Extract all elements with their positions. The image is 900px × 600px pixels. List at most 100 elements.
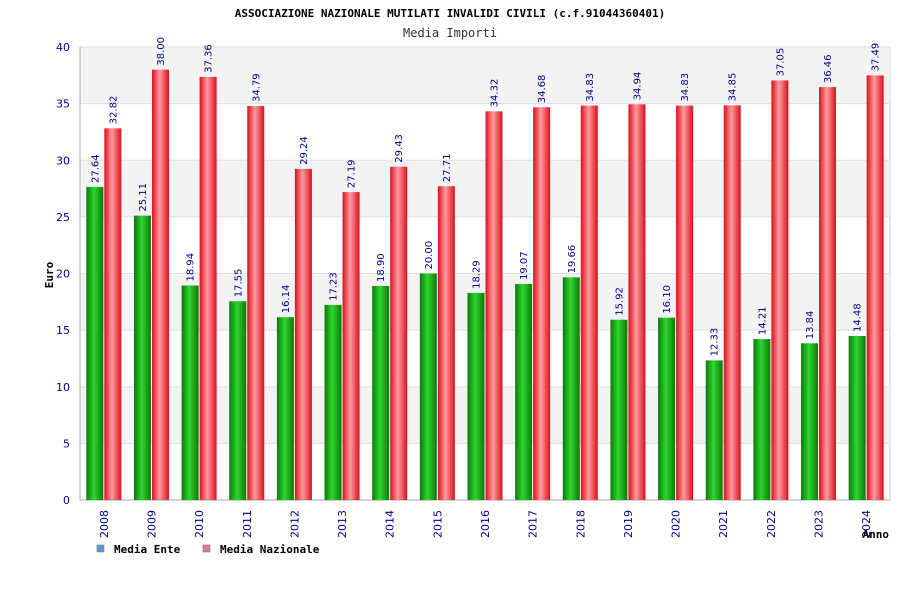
bar xyxy=(86,186,104,501)
x-tick-label: 2008 xyxy=(98,510,111,538)
data-label: 15.92 xyxy=(614,287,625,316)
y-tick-label: 30 xyxy=(56,154,70,167)
x-tick-label: 2022 xyxy=(765,510,778,538)
data-label: 34.68 xyxy=(537,75,548,104)
x-tick-label: 2017 xyxy=(527,510,540,538)
data-label: 37.05 xyxy=(775,48,786,77)
data-label: 17.55 xyxy=(233,269,244,298)
data-label: 34.83 xyxy=(680,73,691,102)
data-label: 34.79 xyxy=(251,73,262,102)
bar xyxy=(819,87,837,500)
x-tick-label: 2010 xyxy=(193,510,206,538)
bar xyxy=(151,69,169,501)
legend-swatch xyxy=(96,544,105,553)
bar xyxy=(324,304,342,500)
x-axis-label: Anno xyxy=(863,528,890,541)
data-label: 19.66 xyxy=(567,245,578,274)
x-tick-label: 2015 xyxy=(431,510,444,538)
bar xyxy=(485,111,503,501)
bar xyxy=(771,80,789,500)
data-label: 17.23 xyxy=(329,272,340,301)
data-label: 16.14 xyxy=(281,285,292,314)
bar xyxy=(133,215,151,500)
data-label: 36.46 xyxy=(823,54,834,83)
bar xyxy=(676,105,694,501)
bar xyxy=(562,277,580,500)
bar xyxy=(467,292,485,500)
data-label: 34.85 xyxy=(728,73,739,102)
bar xyxy=(437,186,455,500)
bar xyxy=(247,106,265,501)
bar xyxy=(658,317,676,500)
x-tick-label: 2023 xyxy=(813,510,826,538)
legend-label: Media Nazionale xyxy=(220,543,320,556)
data-label: 25.11 xyxy=(138,183,149,212)
bar xyxy=(372,285,390,500)
data-label: 27.71 xyxy=(442,154,453,183)
bar xyxy=(866,75,884,500)
data-label: 27.64 xyxy=(90,154,101,183)
chart-title: ASSOCIAZIONE NAZIONALE MUTILATI INVALIDI… xyxy=(235,7,665,20)
legend-swatch xyxy=(202,544,211,553)
y-tick-label: 40 xyxy=(56,41,70,54)
data-label: 37.36 xyxy=(204,44,215,73)
y-tick-label: 0 xyxy=(63,494,70,507)
x-tick-label: 2019 xyxy=(622,510,635,538)
data-label: 34.32 xyxy=(490,79,501,108)
data-label: 14.21 xyxy=(757,306,768,335)
y-tick-label: 15 xyxy=(56,324,70,337)
data-label: 29.24 xyxy=(299,136,310,165)
bar xyxy=(419,273,437,500)
bar xyxy=(801,343,819,500)
bar xyxy=(181,285,199,500)
data-label: 18.90 xyxy=(376,253,387,282)
bar xyxy=(705,360,723,500)
data-label: 12.33 xyxy=(710,328,721,357)
x-tick-label: 2024 xyxy=(860,510,873,538)
y-tick-label: 20 xyxy=(56,268,70,281)
bar xyxy=(610,319,628,500)
data-label: 34.94 xyxy=(632,72,643,101)
data-label: 34.83 xyxy=(585,73,596,102)
bar xyxy=(294,168,312,500)
data-label: 32.82 xyxy=(108,96,119,125)
data-label: 29.43 xyxy=(394,134,405,163)
x-tick-labels: 2008 2009 2010 2011 2012 2013 2014 2015 2016 2017… xyxy=(98,510,873,538)
x-tick-label: 2009 xyxy=(145,510,158,538)
bar xyxy=(848,336,866,500)
x-tick-label: 2011 xyxy=(241,510,254,538)
bar xyxy=(753,339,771,500)
y-tick-label: 25 xyxy=(56,211,70,224)
data-label: 18.94 xyxy=(186,253,197,282)
bar xyxy=(533,107,551,501)
bar xyxy=(723,105,741,500)
bar xyxy=(342,192,360,501)
data-label: 37.49 xyxy=(871,43,882,72)
bar xyxy=(628,104,646,500)
y-tick-label: 35 xyxy=(56,98,70,111)
y-tick-labels: 0 5 10 15 20 25 30 35 40 xyxy=(56,41,70,507)
data-label: 20.00 xyxy=(424,241,435,270)
data-label: 18.29 xyxy=(472,260,483,289)
legend: Media Ente Media Nazionale xyxy=(96,543,320,556)
data-label: 38.00 xyxy=(156,37,167,66)
x-tick-label: 2018 xyxy=(574,510,587,538)
legend-label: Media Ente xyxy=(114,543,181,556)
bar xyxy=(515,284,533,500)
x-tick-label: 2012 xyxy=(288,510,301,538)
y-tick-label: 5 xyxy=(63,437,70,450)
x-tick-label: 2014 xyxy=(384,510,397,538)
y-tick-label: 10 xyxy=(56,381,70,394)
data-label: 16.10 xyxy=(662,285,673,314)
bar xyxy=(276,317,294,500)
x-tick-label: 2021 xyxy=(717,510,730,538)
chart-subtitle: Media Importi xyxy=(403,26,497,40)
bar xyxy=(229,301,247,500)
bar xyxy=(199,76,217,500)
x-tick-label: 2013 xyxy=(336,510,349,538)
bar xyxy=(390,166,408,500)
bar xyxy=(104,128,122,500)
bar xyxy=(580,105,598,501)
bars-group: 27.64 32.82 25.11 38.00 18.94 37.36 17.55 34.79… xyxy=(86,37,884,501)
